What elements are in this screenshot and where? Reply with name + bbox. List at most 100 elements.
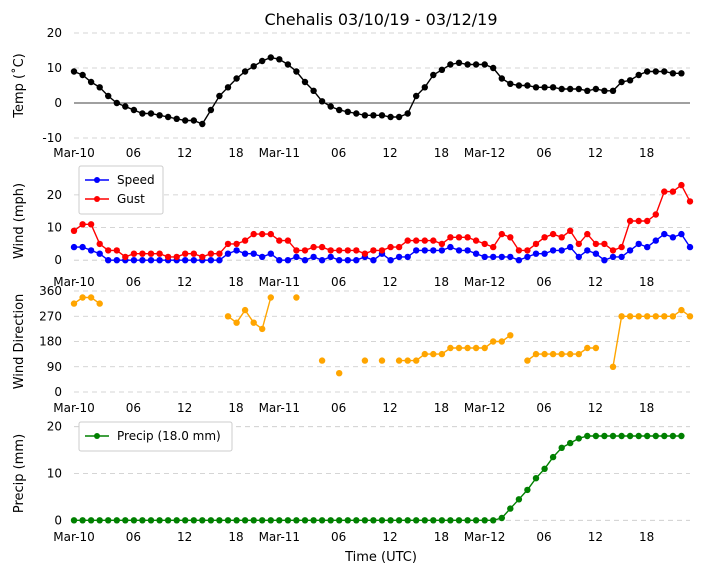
data-point — [609, 247, 617, 254]
data-point — [378, 247, 386, 254]
data-point — [70, 68, 78, 75]
data-point — [558, 247, 565, 254]
data-point — [652, 432, 659, 440]
data-point — [413, 357, 420, 364]
data-point — [156, 517, 163, 524]
x-tick-label: 06 — [536, 275, 551, 289]
y-tick-label: 0 — [54, 253, 62, 267]
data-point — [96, 250, 103, 257]
data-point — [635, 432, 642, 440]
x-tick-label: Mar-11 — [259, 401, 300, 415]
data-point — [139, 517, 146, 524]
data-point — [644, 243, 651, 251]
data-point — [678, 432, 685, 440]
data-point — [361, 250, 369, 257]
data-point — [652, 211, 659, 218]
data-point — [190, 117, 197, 124]
x-tick-label: 12 — [382, 275, 397, 289]
data-point — [635, 71, 642, 79]
data-point — [164, 517, 172, 524]
data-point — [515, 82, 523, 89]
y-axis-label: Temp (˚C) — [11, 53, 27, 119]
y-tick-label: 0 — [54, 513, 62, 527]
data-point — [447, 517, 454, 524]
data-point — [336, 106, 343, 114]
data-point — [199, 253, 206, 261]
data-point — [259, 57, 266, 65]
data-point — [669, 70, 677, 77]
legend-swatch-marker — [94, 177, 100, 183]
data-point — [498, 514, 505, 522]
data-point — [635, 217, 642, 225]
data-point — [387, 113, 394, 121]
data-point — [216, 257, 223, 264]
data-point — [584, 344, 591, 352]
data-point — [173, 253, 180, 261]
data-point — [472, 237, 480, 244]
x-tick-label: 12 — [588, 530, 603, 544]
data-point — [455, 247, 463, 254]
x-tick-label: 12 — [177, 401, 192, 415]
legend: Speed Gust — [78, 165, 164, 215]
x-tick-label: Mar-11 — [259, 530, 300, 544]
data-point — [361, 357, 369, 364]
data-point — [353, 257, 360, 264]
chart-title: Chehalis 03/10/19 - 03/12/19 — [264, 10, 497, 29]
data-point — [549, 84, 557, 91]
data-point — [216, 250, 223, 257]
data-point — [301, 517, 309, 524]
data-point — [122, 253, 129, 261]
data-point — [182, 517, 189, 524]
data-point — [87, 78, 95, 86]
data-point — [310, 87, 317, 95]
data-point — [661, 68, 668, 75]
data-point — [421, 517, 428, 524]
x-axis-label: Time (UTC) — [344, 550, 417, 565]
data-point — [567, 243, 574, 251]
data-point — [267, 294, 274, 301]
series-1 — [70, 54, 685, 128]
data-point — [404, 237, 411, 244]
data-point — [669, 188, 677, 195]
data-point — [532, 250, 540, 257]
data-point — [130, 517, 138, 524]
data-point — [113, 247, 121, 254]
data-point — [532, 240, 540, 248]
data-point — [344, 247, 351, 254]
data-point — [524, 247, 531, 254]
data-point — [224, 250, 232, 257]
x-tick-label: 12 — [382, 530, 397, 544]
data-point — [327, 253, 334, 261]
x-tick-label: 06 — [331, 146, 346, 160]
data-point — [481, 517, 488, 524]
data-point — [267, 230, 274, 238]
data-point — [387, 517, 394, 524]
data-point — [344, 517, 351, 524]
x-tick-label: 18 — [434, 401, 449, 415]
x-tick-label: 06 — [126, 530, 141, 544]
x-tick-label: 06 — [126, 401, 141, 415]
data-point — [686, 243, 694, 251]
x-tick-label: 12 — [588, 146, 603, 160]
y-tick-label: 10 — [47, 467, 62, 481]
x-tick-label: 12 — [177, 146, 192, 160]
data-point — [241, 517, 249, 524]
data-point — [490, 243, 497, 251]
data-point — [609, 87, 617, 95]
data-point — [336, 370, 343, 377]
data-point — [395, 517, 403, 524]
data-point — [541, 465, 548, 472]
x-tick-label: 06 — [126, 275, 141, 289]
y-tick-label: 0 — [54, 385, 62, 399]
data-point — [182, 250, 189, 257]
x-tick-label: 18 — [639, 146, 654, 160]
data-point — [370, 112, 377, 119]
data-point — [284, 257, 292, 264]
data-point — [584, 230, 591, 238]
data-point — [224, 313, 232, 320]
data-point — [370, 257, 377, 264]
x-tick-label: 18 — [228, 275, 243, 289]
data-point — [353, 517, 360, 524]
data-point — [224, 84, 232, 91]
data-point — [404, 253, 411, 261]
